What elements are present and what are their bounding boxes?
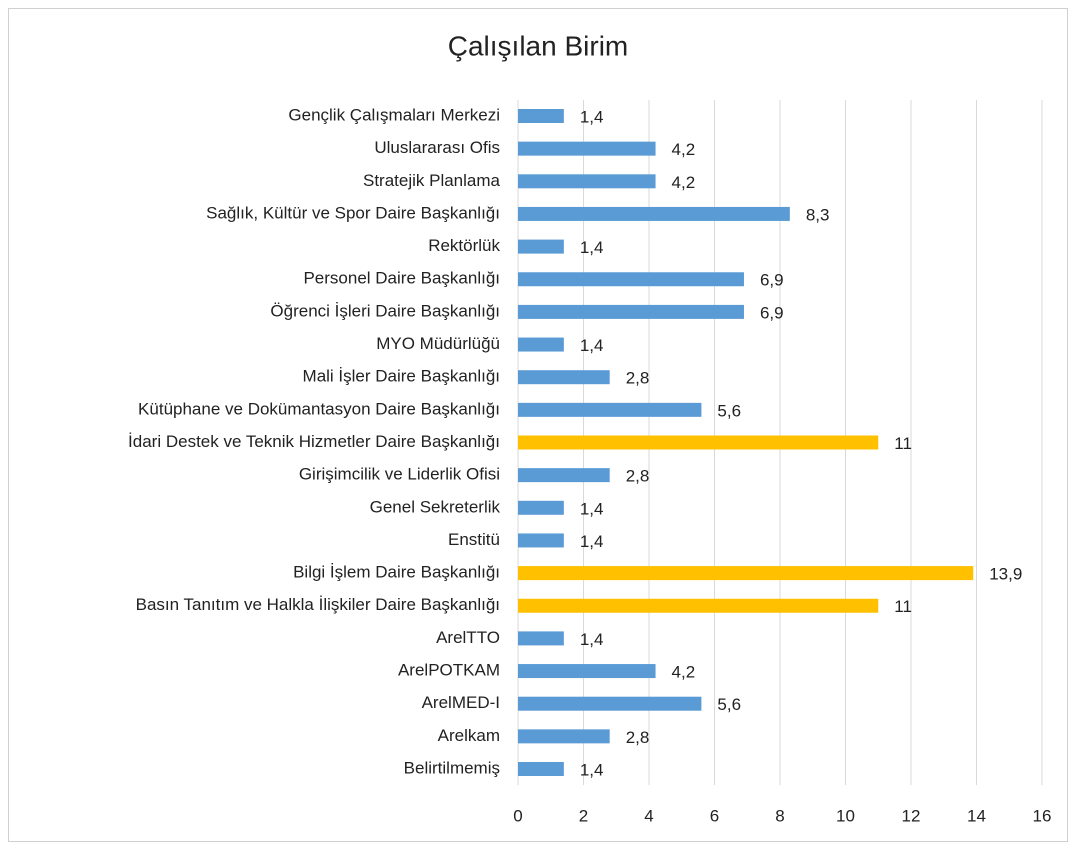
bar xyxy=(518,402,702,417)
bar xyxy=(518,762,564,776)
x-tick-label: 0 xyxy=(513,806,522,825)
x-tick-label: 8 xyxy=(775,806,784,825)
bar xyxy=(518,729,610,744)
data-label: 2,8 xyxy=(626,369,650,388)
y-tick-label: MYO Müdürlüğü xyxy=(376,334,500,353)
y-tick-label: Enstitü xyxy=(448,530,500,549)
bar xyxy=(518,696,702,711)
bar xyxy=(518,272,744,287)
y-tick-label: Basın Tanıtım ve Halkla İlişkiler Daire … xyxy=(136,595,500,614)
data-label: 1,4 xyxy=(580,107,604,126)
bar xyxy=(518,304,744,319)
y-tick-label: Bilgi İşlem Daire Başkanlığı xyxy=(293,563,500,582)
bar xyxy=(518,500,564,515)
data-label: 5,6 xyxy=(717,401,741,420)
bar xyxy=(518,337,564,352)
y-tick-label: ArelPOTKAM xyxy=(398,661,500,680)
y-tick-label: Mali İşler Daire Başkanlığı xyxy=(303,367,500,386)
data-label: 1,4 xyxy=(580,499,604,518)
y-tick-label: ArelMED-I xyxy=(422,693,500,712)
y-tick-label: Kütüphane ve Dokümantasyon Daire Başkanl… xyxy=(138,399,500,418)
chart-frame xyxy=(8,8,1068,842)
data-label: 5,6 xyxy=(717,695,741,714)
y-tick-label: Stratejik Planlama xyxy=(363,171,501,190)
bar xyxy=(518,174,656,189)
data-label: 2,8 xyxy=(626,728,650,747)
bar xyxy=(518,598,879,613)
y-tick-label: ArelTTO xyxy=(436,628,500,647)
data-label: 4,2 xyxy=(672,140,696,159)
bar xyxy=(518,370,610,385)
y-tick-label: Belirtilmemiş xyxy=(404,758,500,777)
y-tick-label: Arelkam xyxy=(438,726,500,745)
data-label: 6,9 xyxy=(760,303,784,322)
y-tick-label: Uluslararası Ofis xyxy=(374,138,500,157)
data-label: 1,4 xyxy=(580,532,604,551)
bar xyxy=(518,239,564,254)
bar xyxy=(518,566,974,581)
data-label: 4,2 xyxy=(672,173,696,192)
x-tick-label: 6 xyxy=(710,806,719,825)
data-label: 11 xyxy=(894,434,912,453)
data-label: 1,4 xyxy=(580,630,604,649)
data-label: 1,4 xyxy=(580,760,604,779)
y-tick-label: İdari Destek ve Teknik Hizmetler Daire B… xyxy=(128,432,500,451)
bar xyxy=(518,533,564,548)
bar xyxy=(518,109,564,123)
x-tick-label: 4 xyxy=(644,806,653,825)
data-label: 1,4 xyxy=(580,336,604,355)
data-label: 6,9 xyxy=(760,271,784,290)
y-tick-label: Rektörlük xyxy=(428,236,500,255)
x-tick-label: 2 xyxy=(579,806,588,825)
data-label: 11 xyxy=(894,597,912,616)
y-tick-label: Genel Sekreterlik xyxy=(370,497,501,516)
bar xyxy=(518,141,656,156)
data-label: 2,8 xyxy=(626,467,650,486)
x-tick-label: 12 xyxy=(902,806,921,825)
bar xyxy=(518,468,610,483)
y-tick-label: Gençlik Çalışmaları Merkezi xyxy=(288,105,500,124)
y-tick-label: Personel Daire Başkanlığı xyxy=(303,269,500,288)
y-tick-label: Öğrenci İşleri Daire Başkanlığı xyxy=(270,301,500,320)
bar xyxy=(518,206,790,221)
x-tick-label: 14 xyxy=(967,806,986,825)
x-tick-label: 10 xyxy=(836,806,855,825)
data-label: 8,3 xyxy=(806,205,830,224)
x-tick-label: 16 xyxy=(1033,806,1052,825)
y-tick-label: Girişimcilik ve Liderlik Ofisi xyxy=(299,465,500,484)
y-tick-label: Sağlık, Kültür ve Spor Daire Başkanlığı xyxy=(206,203,500,222)
data-label: 1,4 xyxy=(580,238,604,257)
bar xyxy=(518,664,656,679)
chart-title: Çalışılan Birim xyxy=(448,30,628,61)
data-label: 13,9 xyxy=(989,565,1022,584)
bar xyxy=(518,435,879,450)
data-label: 4,2 xyxy=(672,663,696,682)
bar xyxy=(518,631,564,646)
